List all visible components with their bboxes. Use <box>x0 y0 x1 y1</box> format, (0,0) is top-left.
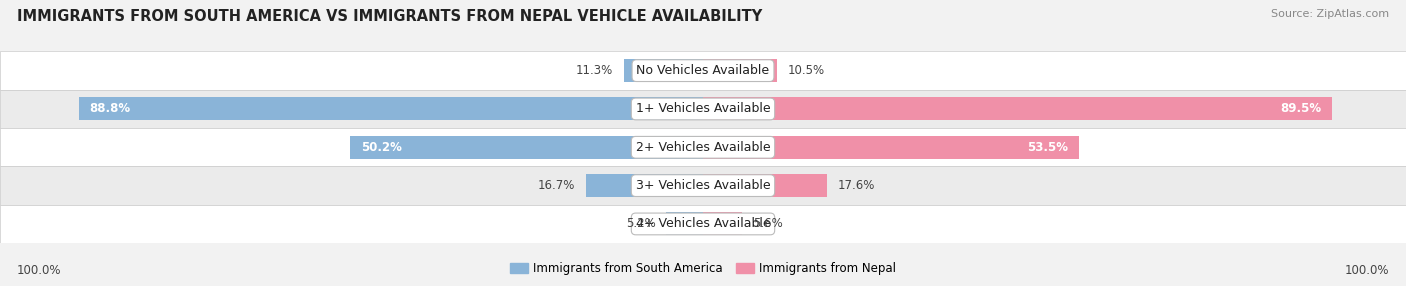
Bar <box>0 51 1406 90</box>
Bar <box>703 136 1080 159</box>
Text: 53.5%: 53.5% <box>1028 141 1069 154</box>
Text: Source: ZipAtlas.com: Source: ZipAtlas.com <box>1271 9 1389 19</box>
Text: 89.5%: 89.5% <box>1281 102 1322 116</box>
Bar <box>0 166 1406 205</box>
Text: 4+ Vehicles Available: 4+ Vehicles Available <box>636 217 770 231</box>
Text: IMMIGRANTS FROM SOUTH AMERICA VS IMMIGRANTS FROM NEPAL VEHICLE AVAILABILITY: IMMIGRANTS FROM SOUTH AMERICA VS IMMIGRA… <box>17 9 762 23</box>
Text: 5.2%: 5.2% <box>626 217 655 231</box>
Bar <box>79 98 703 120</box>
Bar <box>0 205 1406 243</box>
Bar <box>350 136 703 159</box>
Bar <box>703 174 827 197</box>
Bar <box>0 90 1406 128</box>
Text: 11.3%: 11.3% <box>576 64 613 77</box>
Text: 100.0%: 100.0% <box>1344 265 1389 277</box>
Text: No Vehicles Available: No Vehicles Available <box>637 64 769 77</box>
Text: 3+ Vehicles Available: 3+ Vehicles Available <box>636 179 770 192</box>
Text: 5.6%: 5.6% <box>754 217 783 231</box>
Legend: Immigrants from South America, Immigrants from Nepal: Immigrants from South America, Immigrant… <box>505 258 901 280</box>
Bar <box>0 128 1406 166</box>
Bar <box>624 59 703 82</box>
Bar <box>703 98 1333 120</box>
Bar <box>703 59 778 82</box>
Text: 50.2%: 50.2% <box>360 141 402 154</box>
Text: 16.7%: 16.7% <box>537 179 575 192</box>
Text: 1+ Vehicles Available: 1+ Vehicles Available <box>636 102 770 116</box>
Text: 10.5%: 10.5% <box>787 64 824 77</box>
Text: 2+ Vehicles Available: 2+ Vehicles Available <box>636 141 770 154</box>
Text: 88.8%: 88.8% <box>89 102 131 116</box>
Bar <box>586 174 703 197</box>
Bar <box>703 212 742 235</box>
Text: 17.6%: 17.6% <box>838 179 875 192</box>
Text: 100.0%: 100.0% <box>17 265 62 277</box>
Bar <box>666 212 703 235</box>
